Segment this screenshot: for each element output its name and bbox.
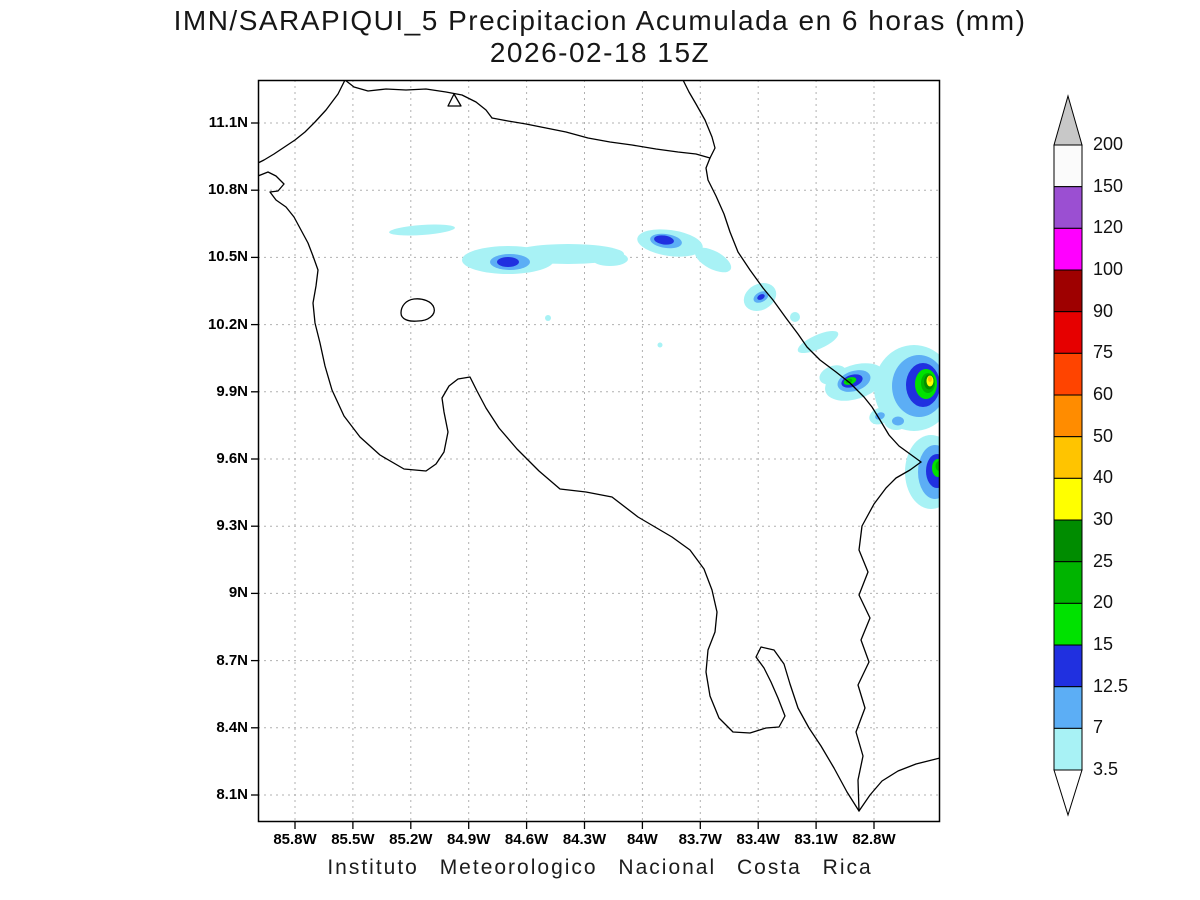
map-plot (251, 79, 941, 829)
lake-arenal-outline (400, 298, 435, 322)
costa-rica-pacific-coastline (258, 171, 860, 812)
precip-level-40mm (928, 376, 932, 382)
colorbar-tick-label: 50 (1093, 425, 1114, 446)
colorbar-tick-label: 90 (1093, 300, 1114, 321)
colorbar-segment (1053, 144, 1083, 188)
lon-tick-label: 85.8W (273, 831, 317, 848)
lon-tick-label: 85.5W (331, 831, 375, 848)
colorbar-segment (1053, 602, 1083, 646)
lake-nicaragua-shore (344, 80, 493, 119)
caribbean-coastline (682, 80, 922, 463)
colorbar-tick-label: 25 (1093, 550, 1114, 571)
nicaragua-pacific-coastline (258, 80, 346, 164)
lat-tick-label: 10.2N (207, 315, 248, 333)
lat-tick-label: 9.6N (216, 450, 248, 467)
colorbar-segment (1053, 644, 1083, 688)
colorbar-segment (1053, 269, 1083, 313)
footer-caption: Instituto Meteorologico Nacional Costa R… (327, 856, 873, 879)
lat-tick-label: 9N (228, 584, 248, 602)
colorbar-segment (1053, 436, 1083, 479)
colorbar-tick-label: 3.5 (1093, 759, 1119, 780)
colorbar-segment (1053, 394, 1083, 438)
colorbar-segment (1053, 311, 1083, 354)
colorbar-tick-label: 150 (1093, 175, 1124, 196)
colorbar-tick-label: 200 (1093, 134, 1124, 154)
colorbar-segment (1053, 352, 1083, 396)
lat-tick-label: 8.1N (216, 786, 248, 803)
lon-tick-label: 82.8W (852, 831, 896, 848)
colorbar-tick-label: 75 (1093, 342, 1114, 363)
nicaragua-border-san-juan (491, 117, 711, 159)
colorbar-segment (1053, 186, 1083, 229)
axis-tick-marks (251, 122, 875, 829)
colorbar-segment (1053, 477, 1083, 521)
lat-tick-label: 8.4N (216, 718, 248, 736)
lon-tick-label: 84W (626, 831, 658, 848)
lat-tick-label: 8.7N (216, 651, 248, 669)
colorbar-tick-label: 120 (1093, 217, 1124, 238)
lat-tick-label: 9.9N (216, 382, 248, 400)
panama-border (855, 461, 922, 812)
precip-level-3-5mm (389, 224, 940, 509)
colorbar-segment (1053, 227, 1083, 271)
lat-tick-label: 11.1N (208, 114, 248, 131)
colorbar-svg (1053, 94, 1083, 817)
lon-tick-label: 84.3W (562, 831, 607, 848)
map-svg (251, 79, 941, 829)
chart-title-line1: IMN/SARAPIQUI_5 Precipitacion Acumulada … (173, 5, 1027, 36)
precipitation-field (389, 224, 940, 509)
colorbar-tick-label: 30 (1093, 509, 1114, 530)
lat-tick-label: 9.3N (216, 517, 248, 535)
panama-pacific-coastline (858, 757, 940, 812)
colorbar-tick-label: 100 (1093, 259, 1124, 279)
colorbar-segment (1053, 686, 1083, 729)
colorbar-tick-label: 20 (1093, 592, 1114, 613)
lake-island-icon (447, 93, 462, 107)
grid-lines (258, 80, 940, 822)
colorbar-segment (1053, 561, 1083, 604)
lon-tick-label: 84.6W (504, 831, 549, 848)
chart-title: IMN/SARAPIQUI_5 Precipitacion Acumulada … (0, 5, 1200, 69)
chart-title-line2: 2026-02-18 15Z (489, 37, 711, 68)
lat-tick-label: 10.8N (207, 181, 248, 199)
lon-tick-label: 83.4W (736, 831, 780, 848)
map-frame (257, 79, 941, 823)
colorbar-legend (1053, 94, 1093, 825)
lon-tick-label: 83.1W (794, 831, 838, 848)
colorbar-segment (1053, 727, 1083, 771)
colorbar-over-arrow (1053, 94, 1083, 146)
lon-tick-label: 85.2W (389, 831, 433, 848)
colorbar-segment (1053, 519, 1083, 563)
colorbar-tick-label: 7 (1093, 717, 1104, 738)
lon-tick-label: 83.7W (678, 831, 722, 848)
lat-tick-label: 10.5N (207, 248, 248, 266)
colorbar-tick-label: 15 (1093, 634, 1114, 655)
colorbar-under-arrow (1053, 769, 1083, 817)
coastline-group (258, 80, 940, 812)
colorbar-tick-label: 40 (1093, 467, 1114, 488)
colorbar-tick-label: 60 (1093, 384, 1114, 405)
colorbar-tick-label: 12.5 (1093, 675, 1129, 696)
lon-tick-label: 84.9W (447, 831, 491, 848)
